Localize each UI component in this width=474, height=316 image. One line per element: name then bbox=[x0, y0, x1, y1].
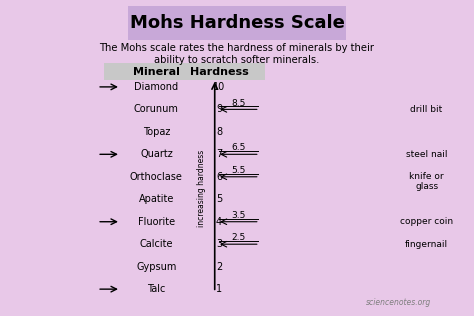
Text: sciencenotes.org: sciencenotes.org bbox=[365, 298, 431, 307]
Text: Orthoclase: Orthoclase bbox=[130, 172, 183, 182]
Text: 3.5: 3.5 bbox=[231, 211, 246, 220]
Text: 2: 2 bbox=[216, 262, 222, 272]
Text: 8.5: 8.5 bbox=[231, 99, 246, 107]
Text: Talc: Talc bbox=[147, 284, 165, 294]
Text: 3: 3 bbox=[216, 239, 222, 249]
Text: 5: 5 bbox=[216, 194, 222, 204]
Text: Apatite: Apatite bbox=[139, 194, 174, 204]
Text: 4: 4 bbox=[216, 217, 222, 227]
Text: Calcite: Calcite bbox=[140, 239, 173, 249]
Text: Gypsum: Gypsum bbox=[136, 262, 177, 272]
Text: The Mohs scale rates the hardness of minerals by their
ability to scratch softer: The Mohs scale rates the hardness of min… bbox=[100, 43, 374, 64]
Text: Topaz: Topaz bbox=[143, 127, 170, 137]
Text: steel nail: steel nail bbox=[406, 150, 447, 159]
Text: 1: 1 bbox=[216, 284, 222, 294]
Text: 6: 6 bbox=[216, 172, 222, 182]
Text: Mohs Hardness Scale: Mohs Hardness Scale bbox=[129, 14, 345, 32]
Text: Quartz: Quartz bbox=[140, 149, 173, 159]
Text: drill bit: drill bit bbox=[410, 105, 443, 114]
Text: 6.5: 6.5 bbox=[231, 143, 246, 153]
Text: 9: 9 bbox=[216, 104, 222, 114]
Text: 10: 10 bbox=[213, 82, 225, 92]
Text: 7: 7 bbox=[216, 149, 222, 159]
Text: 8: 8 bbox=[216, 127, 222, 137]
Text: 2.5: 2.5 bbox=[231, 234, 246, 242]
Text: Mineral: Mineral bbox=[133, 67, 180, 77]
Text: Hardness: Hardness bbox=[190, 67, 248, 77]
Text: Diamond: Diamond bbox=[134, 82, 179, 92]
Text: Fluorite: Fluorite bbox=[138, 217, 175, 227]
Text: copper coin: copper coin bbox=[400, 217, 453, 226]
Text: knife or
glass: knife or glass bbox=[409, 172, 444, 191]
Text: fingernail: fingernail bbox=[405, 240, 448, 249]
Text: Corunum: Corunum bbox=[134, 104, 179, 114]
Text: 5.5: 5.5 bbox=[231, 166, 246, 175]
Text: increasing hardness: increasing hardness bbox=[197, 149, 206, 227]
